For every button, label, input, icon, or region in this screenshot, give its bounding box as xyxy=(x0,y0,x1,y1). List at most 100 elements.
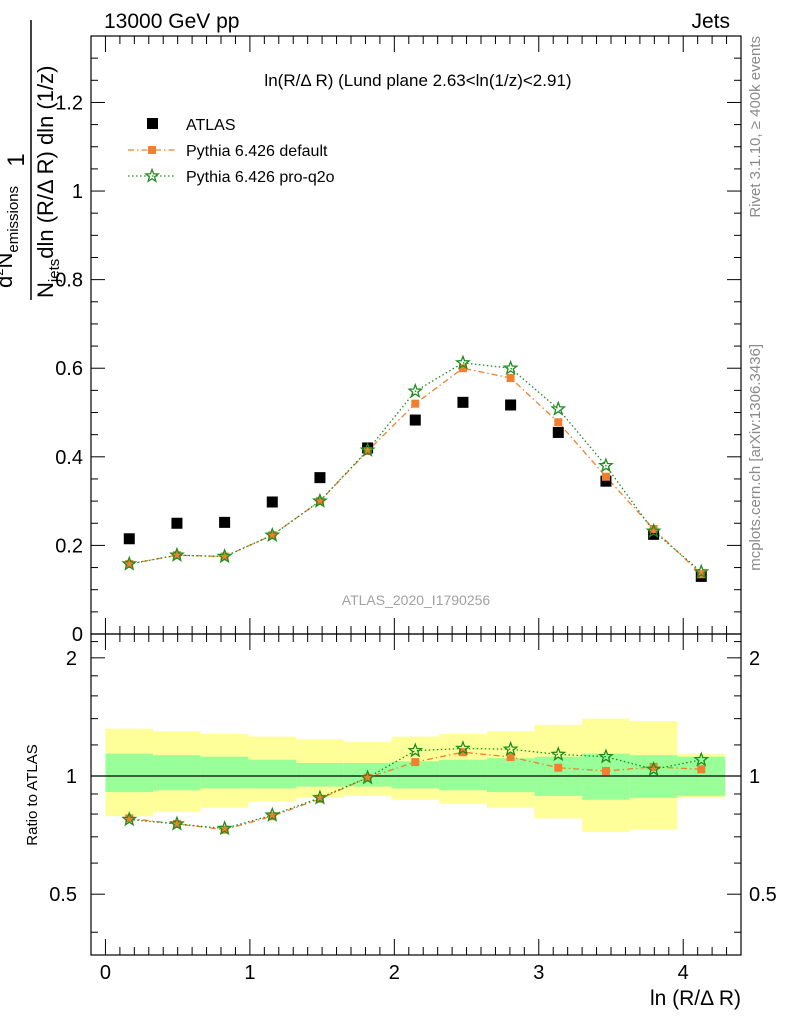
ylabel-num: d2Nemissions xyxy=(0,186,22,288)
legend-atlas-marker xyxy=(147,118,158,129)
main-y-axis-label: 1 Njetsdln (R/Δ R) dln (1/z) xyxy=(3,20,63,300)
proq2o-point xyxy=(216,548,233,564)
legend-proq2o-marker xyxy=(144,167,160,183)
atlas-point xyxy=(314,472,326,484)
ratio-default-point xyxy=(315,794,324,803)
default-point xyxy=(315,497,324,506)
atlas-point xyxy=(457,396,469,408)
default-point xyxy=(411,399,420,408)
default-point xyxy=(268,531,277,540)
proq2o-point xyxy=(121,555,138,571)
series-default-line xyxy=(129,367,702,575)
main-y-tick-label: 0.8 xyxy=(55,270,83,292)
inner-uncertainty-band xyxy=(200,756,249,789)
default-point xyxy=(458,364,467,373)
proq2o-point xyxy=(597,457,614,473)
inner-uncertainty-band xyxy=(153,755,201,791)
default-point xyxy=(601,472,610,481)
proq2o-point xyxy=(311,492,328,508)
ratio-y-tick-label-right: 0.5 xyxy=(749,884,777,906)
main-y-tick-label: 0.2 xyxy=(55,535,83,557)
ratio-proq2o-point xyxy=(645,760,662,777)
main-y-tick-label: 1 xyxy=(72,181,83,203)
main-y-tick-label: 0 xyxy=(72,624,83,646)
ratio-default-point xyxy=(268,812,277,821)
main-axes: 0 0.2 0.4 0.6 0.8 1 1.2 xyxy=(55,35,741,646)
atlas-point xyxy=(266,496,278,508)
ratio-proq2o-point xyxy=(264,806,281,822)
ratio-proq2o-point xyxy=(597,748,614,764)
x-tick-label: 3 xyxy=(533,962,544,984)
ratio-plot-frame xyxy=(90,633,742,956)
default-point xyxy=(220,552,229,561)
inner-uncertainty-band xyxy=(105,753,154,793)
main-y-axis-label-numerator: d2Nemissions xyxy=(0,186,22,288)
proq2o-point xyxy=(693,563,710,579)
proq2o-point xyxy=(502,359,519,375)
ratio-plot-marks xyxy=(91,718,741,836)
rivet-version-text: Rivet 3.1.10, ≥ 400k events xyxy=(747,36,764,218)
ratio-y-axis-label: Ratio to ATLAS xyxy=(24,744,41,845)
ratio-default-point xyxy=(649,762,658,771)
default-point xyxy=(649,525,658,534)
main-plot-marks xyxy=(121,354,710,582)
ratio-default-point xyxy=(411,758,420,767)
proq2o-point xyxy=(454,354,471,370)
x-tick-label: 1 xyxy=(244,962,255,984)
default-point xyxy=(554,418,563,427)
inner-uncertainty-band xyxy=(439,759,487,791)
ratio-y-tick-label-left: 2 xyxy=(66,648,77,670)
inner-uncertainty-band xyxy=(248,759,297,789)
proq2o-point xyxy=(264,526,281,542)
ratio-default-point xyxy=(554,763,563,772)
legend-default-marker xyxy=(148,146,156,154)
proq2o-point xyxy=(550,400,567,416)
ratio-default-point xyxy=(220,825,229,834)
main-plot-panel: 0 0.2 0.4 0.6 0.8 1 1.2 ln(R/Δ R) (Lund plane … xyxy=(0,20,742,646)
main-y-tick-label: 0.4 xyxy=(55,447,83,469)
atlas-point xyxy=(219,516,231,528)
inner-uncertainty-band xyxy=(582,753,630,800)
ratio-proq2o-point xyxy=(216,820,233,836)
ratio-proq2o-point xyxy=(359,769,376,785)
atlas-point xyxy=(505,399,517,411)
inner-uncertainty-band xyxy=(486,758,535,793)
ratio-proq2o-point xyxy=(502,740,519,757)
legend: ATLAS Pythia 6.426 default Pythia 6.426 … xyxy=(128,117,335,186)
ratio-y-tick-label-left: 0.5 xyxy=(49,884,77,906)
legend-default-label: Pythia 6.426 default xyxy=(186,143,328,160)
ratio-default-point xyxy=(172,819,181,828)
ratio-proq2o-point xyxy=(693,751,710,767)
ratio-y-tick-label-left: 1 xyxy=(66,766,77,788)
ratio-proq2o-point xyxy=(121,811,138,827)
ratio-y-tick-label-right: 2 xyxy=(749,648,760,670)
ratio-default-point xyxy=(697,765,706,774)
ratio-y-tick-label-right: 1 xyxy=(749,766,760,788)
legend-atlas-label: ATLAS xyxy=(186,117,236,134)
proq2o-point xyxy=(407,382,424,399)
ratio-default-point xyxy=(506,752,515,761)
ylabel-fraction-one: 1 xyxy=(3,153,30,166)
ratio-proq2o-point xyxy=(311,789,328,805)
main-y-tick-label: 0.6 xyxy=(55,358,83,380)
ratio-proq2o-point xyxy=(407,742,424,758)
analysis-watermark: ATLAS_2020_I1790256 xyxy=(342,592,491,608)
ratio-axes: 0.5 0.5 1 1 2 2 0 1 2 3 4 xyxy=(49,634,777,984)
proq2o-point xyxy=(645,522,662,538)
ratio-default-point xyxy=(601,766,610,775)
proq2o-point xyxy=(359,441,376,457)
legend-proq2o-label: Pythia 6.426 pro-q2o xyxy=(186,169,335,186)
energy-label: 13000 GeV pp xyxy=(104,10,239,33)
plot-title: ln(R/Δ R) (Lund plane 2.63<ln(1/z)<2.91) xyxy=(264,71,571,90)
ratio-proq2o-point xyxy=(550,746,567,762)
ratio-default-point xyxy=(458,748,467,757)
proq2o-point xyxy=(168,546,185,562)
atlas-point xyxy=(600,475,612,487)
x-tick-label: 0 xyxy=(100,962,111,984)
inner-uncertainty-band xyxy=(296,762,344,787)
x-tick-label: 2 xyxy=(389,962,400,984)
ratio-proq2o-line xyxy=(129,747,702,830)
ratio-default-point xyxy=(125,814,134,823)
ratio-default-point xyxy=(363,773,372,782)
